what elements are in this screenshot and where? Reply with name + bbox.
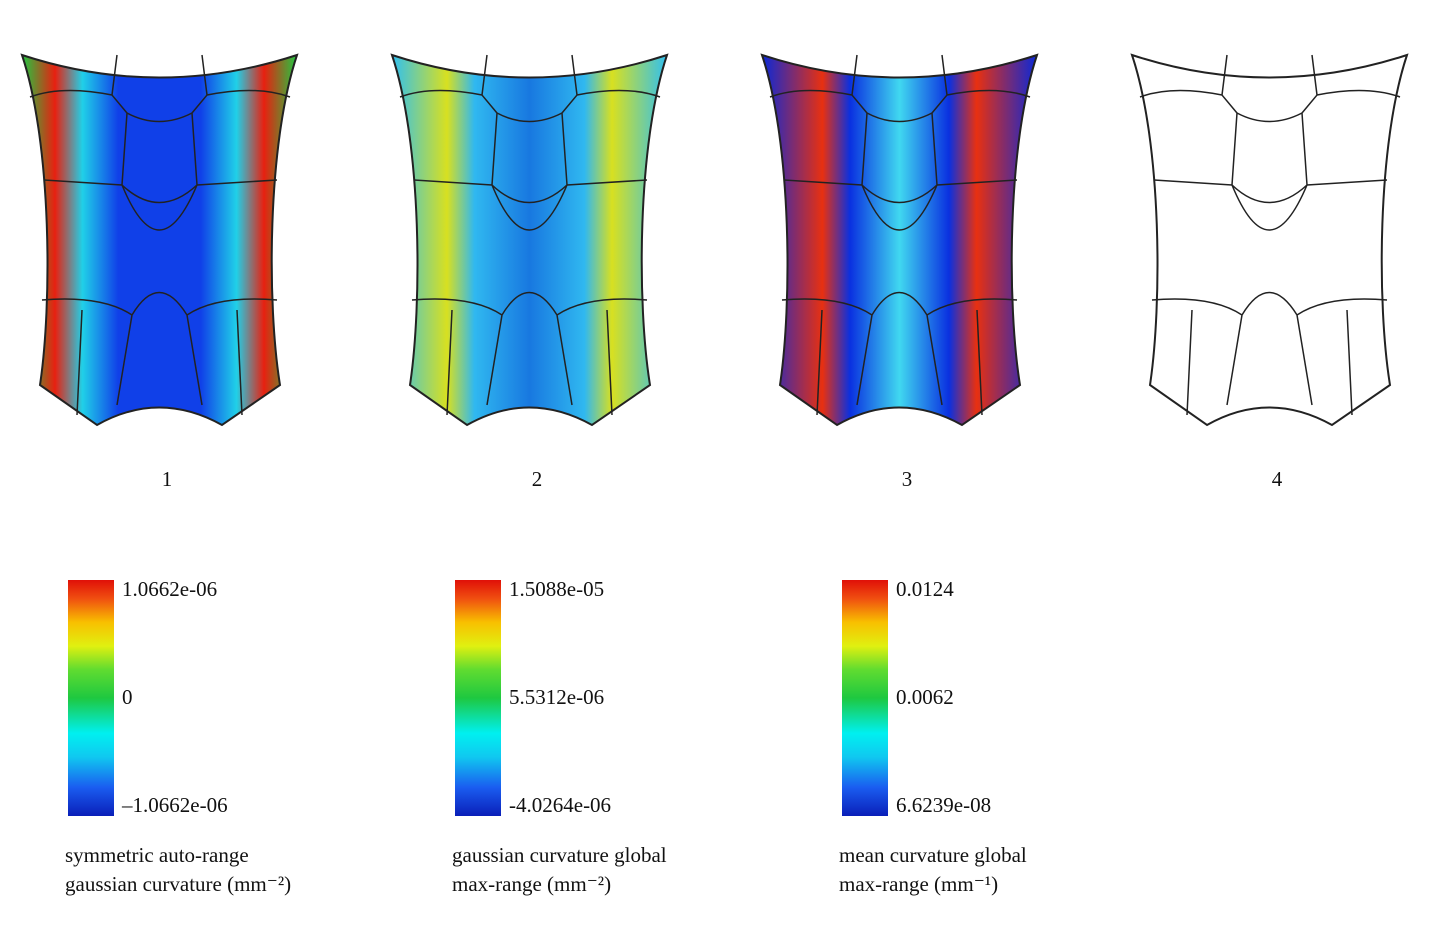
colorbar-mid: 5.5312e-06 xyxy=(509,685,604,709)
cell-lines xyxy=(1139,54,1401,416)
colorbar xyxy=(842,580,888,816)
surface-panel xyxy=(390,53,669,427)
surface-panel xyxy=(1130,53,1409,427)
surface xyxy=(760,53,1039,427)
cell-lines xyxy=(769,54,1031,416)
panel-label: 2 xyxy=(532,467,543,491)
surface xyxy=(1130,53,1409,427)
colorbar-caption: mean curvature global xyxy=(839,843,1027,867)
surface xyxy=(390,53,669,427)
colorbar-mid: 0.0062 xyxy=(896,685,954,709)
colorbar-caption: max-range (mm⁻²) xyxy=(452,872,611,896)
surface xyxy=(20,53,299,427)
colorbar-caption: gaussian curvature global xyxy=(452,843,667,867)
surface-panel xyxy=(760,53,1039,427)
colorbar xyxy=(455,580,501,816)
surface-panel xyxy=(20,53,299,427)
colorbar-mid: 0 xyxy=(122,685,133,709)
colorbar-caption: gaussian curvature (mm⁻²) xyxy=(65,872,291,896)
panel-label: 3 xyxy=(902,467,913,491)
panel-label: 4 xyxy=(1272,467,1283,491)
panel-label: 1 xyxy=(162,467,173,491)
colorbar-max: 1.0662e-06 xyxy=(122,577,217,601)
colorbar-min: 6.6239e-08 xyxy=(896,793,991,817)
colorbar-max: 0.0124 xyxy=(896,577,954,601)
colorbar-max: 1.5088e-05 xyxy=(509,577,604,601)
colorbar-caption: symmetric auto-range xyxy=(65,843,249,867)
colorbar-caption: max-range (mm⁻¹) xyxy=(839,872,998,896)
colorbar-min: -4.0264e-06 xyxy=(509,793,611,817)
colorbar-min: –1.0662e-06 xyxy=(121,793,228,817)
cell-lines xyxy=(399,54,661,416)
colorbar xyxy=(68,580,114,816)
cell-lines xyxy=(29,54,291,416)
